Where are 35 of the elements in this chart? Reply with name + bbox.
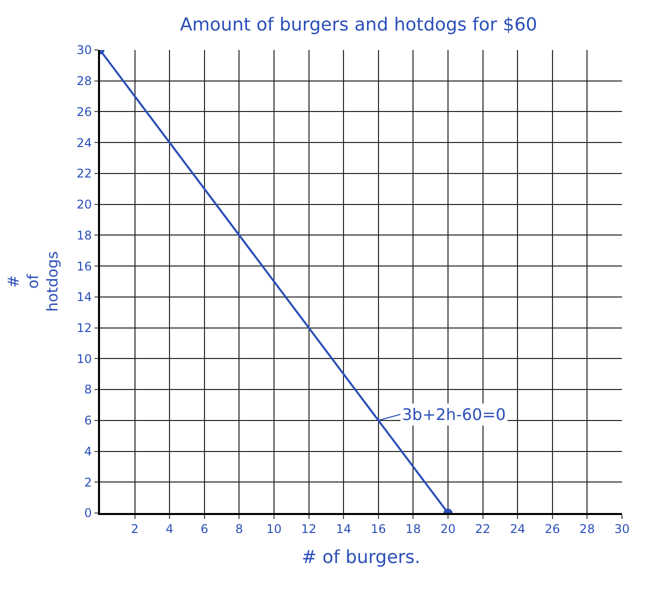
- y-tick-label: 18: [76, 228, 92, 242]
- x-tick-label: 6: [200, 522, 208, 536]
- y-tick-label: 22: [76, 166, 92, 181]
- x-tick-label: 30: [614, 522, 630, 536]
- chart-title: Amount of burgers and hotdogs for $60: [180, 14, 538, 36]
- y-tick-label: 26: [76, 104, 92, 119]
- x-tick-label: 4: [166, 522, 174, 536]
- y-tick-label: 16: [76, 259, 92, 274]
- y-tick-label: 30: [76, 43, 92, 58]
- y-tick-label: 14: [76, 290, 92, 304]
- x-axis-title: # of burgers.: [302, 546, 420, 568]
- y-tick-label: 4: [84, 444, 92, 458]
- x-tick-label: 12: [301, 522, 316, 536]
- y-tick-label: 28: [76, 74, 92, 88]
- y-tick-label: 12: [76, 321, 92, 335]
- x-tick-label: 10: [266, 522, 282, 536]
- y-tick-label: 24: [76, 136, 92, 150]
- x-tick-label: 16: [370, 522, 386, 536]
- x-tick-label: 28: [580, 522, 595, 536]
- annotation: 3b+2h-60=0: [402, 405, 506, 424]
- y-axis-title: # of hotdogs: [4, 251, 62, 312]
- x-tick-label: 14: [336, 522, 352, 536]
- y-tick-label: 0: [84, 506, 92, 520]
- x-tick-label: 18: [406, 522, 421, 536]
- x-tick-label: 2: [130, 522, 139, 536]
- y-tick-label: 10: [76, 352, 92, 366]
- x-tick-label: 20: [440, 522, 456, 536]
- x-tick-label: 26: [544, 522, 560, 536]
- x-tick-label: 22: [475, 522, 490, 536]
- y-tick-label: 8: [84, 382, 92, 397]
- x-tick-label: 8: [235, 522, 244, 536]
- y-tick-label: 20: [76, 198, 92, 212]
- x-tick-label: 24: [510, 522, 526, 536]
- y-tick-label: 6: [84, 414, 92, 428]
- y-tick-label: 2: [84, 475, 92, 490]
